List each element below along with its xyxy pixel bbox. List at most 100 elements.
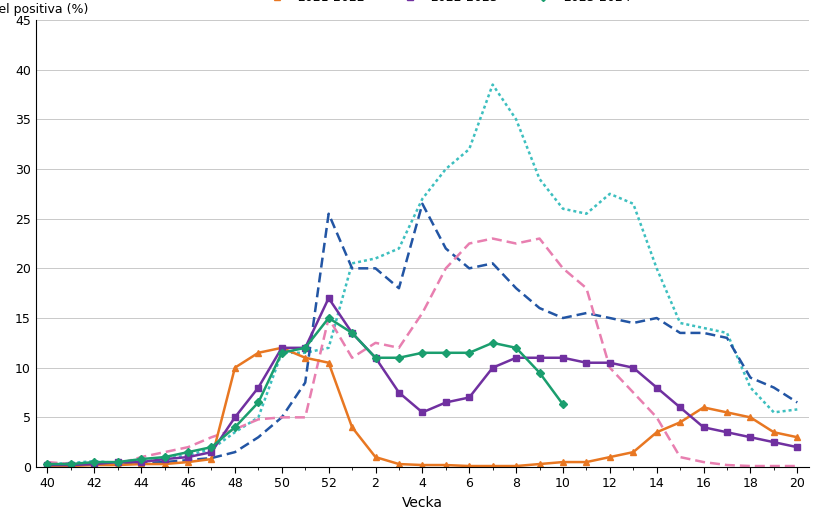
- 2022-2023: [558, 354, 568, 361]
- 2017-2018: [394, 245, 404, 251]
- 2019-2020: [629, 390, 639, 396]
- 2019-2020: [207, 434, 217, 440]
- 2018-2019: [183, 457, 193, 463]
- 2023-2024: [43, 461, 53, 467]
- 2019-2020: [535, 235, 545, 242]
- 2018-2019: [371, 265, 381, 271]
- 2021-2022: [324, 360, 334, 366]
- 2022-2023: [207, 449, 217, 455]
- 2017-2018: [113, 460, 123, 466]
- 2018-2019: [629, 320, 639, 326]
- 2017-2018: [558, 206, 568, 212]
- 2017-2018: [183, 452, 193, 458]
- 2021-2022: [300, 354, 310, 361]
- 2019-2020: [746, 463, 756, 469]
- 2023-2024: [160, 454, 170, 460]
- 2022-2023: [230, 414, 240, 421]
- 2019-2020: [43, 459, 53, 465]
- 2017-2018: [160, 456, 170, 462]
- 2023-2024: [488, 340, 498, 346]
- 2019-2020: [347, 354, 357, 361]
- Line: 2018-2019: 2018-2019: [48, 204, 798, 464]
- 2021-2022: [629, 449, 639, 455]
- 2021-2022: [605, 454, 615, 460]
- 2019-2020: [183, 444, 193, 450]
- 2017-2018: [347, 260, 357, 267]
- 2019-2020: [324, 315, 334, 321]
- 2018-2019: [746, 374, 756, 381]
- 2019-2020: [441, 265, 451, 271]
- 2022-2023: [582, 360, 592, 366]
- 2019-2020: [488, 235, 498, 242]
- 2021-2022: [43, 463, 53, 469]
- 2018-2019: [699, 330, 709, 336]
- 2022-2023: [277, 345, 287, 351]
- 2019-2020: [89, 461, 99, 467]
- Line: 2023-2024: 2023-2024: [44, 315, 566, 467]
- 2018-2019: [136, 460, 146, 466]
- 2019-2020: [160, 449, 170, 455]
- 2017-2018: [89, 458, 99, 464]
- 2023-2024: [89, 459, 99, 465]
- 2017-2018: [207, 446, 217, 453]
- 2021-2022: [582, 459, 592, 465]
- 2019-2020: [793, 463, 803, 469]
- 2019-2020: [300, 414, 310, 421]
- 2021-2022: [441, 462, 451, 468]
- 2017-2018: [66, 460, 76, 466]
- 2017-2018: [488, 81, 498, 88]
- 2022-2023: [347, 330, 357, 336]
- 2022-2023: [746, 434, 756, 440]
- 2018-2019: [769, 384, 779, 391]
- 2018-2019: [418, 201, 428, 207]
- 2021-2022: [113, 462, 123, 468]
- 2022-2023: [43, 462, 53, 468]
- 2017-2018: [371, 255, 381, 261]
- 2019-2020: [418, 310, 428, 316]
- Text: Andel positiva (%): Andel positiva (%): [0, 3, 88, 16]
- 2023-2024: [324, 315, 334, 321]
- 2021-2022: [558, 459, 568, 465]
- 2023-2024: [254, 400, 264, 406]
- 2022-2023: [605, 360, 615, 366]
- 2017-2018: [605, 191, 615, 197]
- 2021-2022: [535, 461, 545, 467]
- 2019-2020: [230, 426, 240, 433]
- 2019-2020: [113, 461, 123, 467]
- 2018-2019: [722, 335, 732, 341]
- 2017-2018: [769, 410, 779, 416]
- 2021-2022: [347, 424, 357, 430]
- 2023-2024: [535, 370, 545, 376]
- 2023-2024: [464, 350, 474, 356]
- 2021-2022: [89, 462, 99, 468]
- Line: 2017-2018: 2017-2018: [48, 85, 798, 464]
- 2021-2022: [675, 419, 685, 425]
- 2021-2022: [277, 345, 287, 351]
- 2017-2018: [746, 384, 756, 391]
- 2017-2018: [675, 320, 685, 326]
- 2018-2019: [394, 285, 404, 291]
- 2018-2019: [441, 245, 451, 251]
- 2017-2018: [324, 345, 334, 351]
- 2023-2024: [418, 350, 428, 356]
- X-axis label: Vecka: Vecka: [402, 496, 442, 510]
- 2019-2020: [699, 459, 709, 465]
- 2022-2023: [324, 295, 334, 301]
- 2017-2018: [535, 176, 545, 182]
- 2019-2020: [722, 462, 732, 468]
- 2018-2019: [582, 310, 592, 316]
- 2022-2023: [722, 429, 732, 435]
- 2018-2019: [207, 455, 217, 461]
- 2018-2019: [89, 460, 99, 466]
- 2021-2022: [488, 463, 498, 469]
- 2023-2024: [558, 401, 568, 407]
- 2021-2022: [699, 404, 709, 411]
- 2022-2023: [160, 456, 170, 462]
- 2018-2019: [675, 330, 685, 336]
- 2022-2023: [394, 390, 404, 396]
- 2023-2024: [207, 444, 217, 450]
- 2021-2022: [769, 429, 779, 435]
- 2023-2024: [277, 350, 287, 356]
- 2018-2019: [558, 315, 568, 321]
- 2019-2020: [675, 454, 685, 460]
